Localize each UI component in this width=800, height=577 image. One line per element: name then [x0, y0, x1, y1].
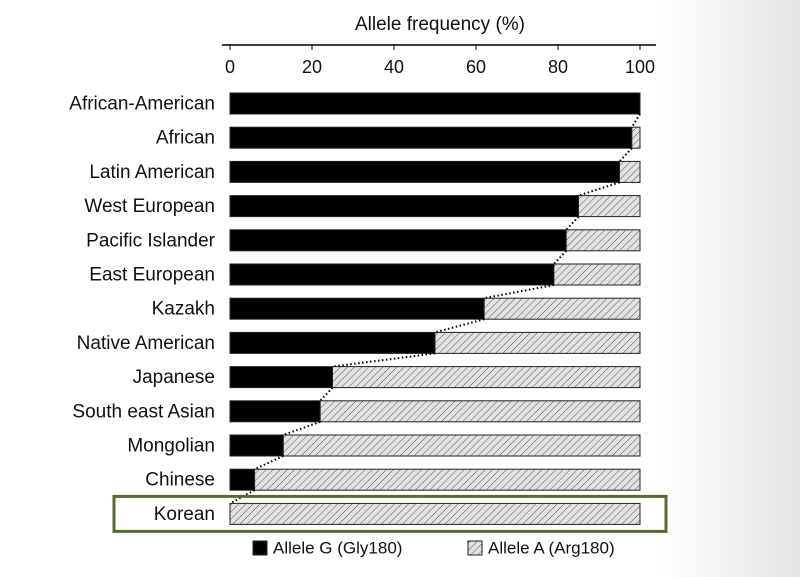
legend-swatch [467, 540, 483, 556]
connector [630, 113, 641, 128]
bar-segment [254, 468, 641, 491]
connector [282, 420, 321, 436]
bar-segment [483, 297, 641, 320]
connector [319, 386, 334, 402]
bar-segment [229, 263, 555, 286]
category-label: Kazakh [152, 299, 215, 320]
bar-segment [229, 229, 567, 252]
bar-segment [229, 297, 485, 320]
category-label: Mongolian [127, 436, 215, 457]
bar-segment [229, 92, 641, 115]
category-label: Native American [77, 333, 215, 354]
highlight-box [112, 494, 668, 533]
x-tick-label: 100 [625, 57, 655, 77]
category-label: West European [84, 196, 215, 217]
bar-segment [332, 366, 641, 389]
chart-title: Allele frequency (%) [355, 14, 525, 35]
bar-segment [229, 160, 620, 183]
x-tick-label: 0 [225, 57, 235, 77]
category-label: East European [89, 265, 215, 286]
category-label: African [156, 128, 215, 149]
bar-segment [229, 366, 333, 389]
bar-segment [434, 331, 641, 354]
connector [229, 489, 256, 505]
category-label: Japanese [133, 367, 215, 388]
bar-segment [565, 229, 641, 252]
bar-segment [229, 195, 579, 218]
bar-segment [319, 400, 641, 423]
connector [332, 352, 436, 368]
connector [254, 455, 284, 471]
bar-segment [229, 126, 633, 149]
x-tick-label: 60 [466, 57, 486, 77]
bar-segment [619, 160, 641, 183]
bar-segment [631, 126, 641, 149]
legend-label: Allele A (Arg180) [488, 538, 615, 557]
category-label: Chinese [145, 470, 215, 491]
connector [434, 318, 485, 334]
connector [618, 147, 633, 163]
bar-segment [578, 195, 641, 218]
legend-label: Allele G (Gly180) [273, 538, 402, 557]
category-label: Latin American [89, 162, 215, 183]
category-label: Pacific Islander [86, 230, 216, 251]
bar-segment [229, 331, 436, 354]
legend-swatch [252, 540, 268, 556]
bar-segment [229, 400, 321, 423]
x-tick-label: 20 [302, 57, 322, 77]
x-tick-label: 80 [548, 57, 568, 77]
bar-segment [229, 468, 256, 491]
bar-segment [553, 263, 641, 286]
connector [553, 250, 567, 265]
bar-segment [229, 434, 284, 457]
bar-segment [229, 502, 641, 525]
x-tick-label: 40 [384, 57, 404, 77]
connector [565, 215, 580, 231]
category-label: South east Asian [72, 401, 215, 422]
category-label: African-American [69, 94, 215, 115]
category-label: Korean [154, 504, 215, 525]
bar-segment [282, 434, 641, 457]
